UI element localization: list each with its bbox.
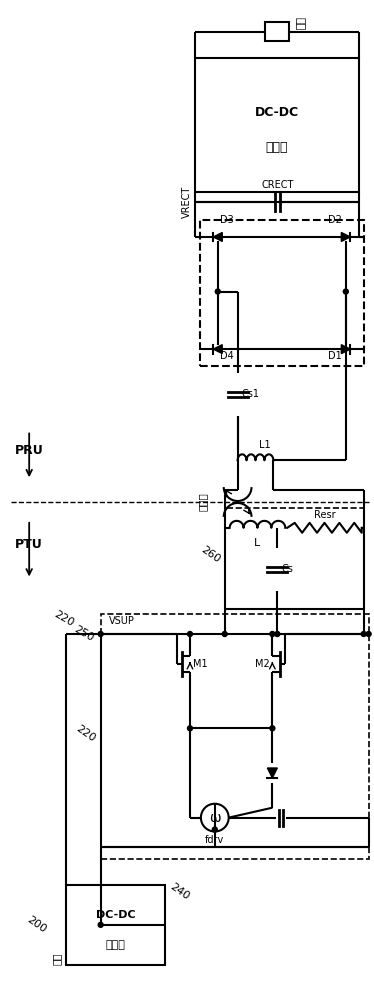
Text: PTU: PTU <box>15 538 43 551</box>
Circle shape <box>343 289 348 294</box>
Text: 220: 220 <box>74 723 96 743</box>
Text: DC-DC: DC-DC <box>255 106 299 119</box>
Text: D4: D4 <box>220 351 233 361</box>
Text: 磁共振: 磁共振 <box>198 493 208 511</box>
Text: Cs1: Cs1 <box>242 389 260 399</box>
Bar <box>66 885 165 965</box>
Polygon shape <box>341 233 350 241</box>
Bar <box>200 220 364 366</box>
Text: D1: D1 <box>328 351 342 361</box>
Text: L1: L1 <box>260 440 271 450</box>
Text: 240: 240 <box>168 882 191 902</box>
Text: PRU: PRU <box>15 444 43 457</box>
Bar <box>266 22 289 41</box>
Text: fdrv: fdrv <box>205 835 224 845</box>
Circle shape <box>275 632 280 636</box>
Text: DC-DC: DC-DC <box>96 910 135 920</box>
Text: M1: M1 <box>193 659 208 669</box>
Circle shape <box>98 632 103 636</box>
Bar <box>195 58 359 192</box>
Text: Resr: Resr <box>314 510 335 520</box>
Text: D2: D2 <box>328 215 342 225</box>
Polygon shape <box>213 233 222 241</box>
Circle shape <box>270 726 275 731</box>
Circle shape <box>366 632 371 636</box>
Circle shape <box>212 827 217 832</box>
Text: VSUP: VSUP <box>108 616 135 626</box>
Circle shape <box>187 632 193 636</box>
Text: L: L <box>254 538 261 548</box>
Circle shape <box>98 922 103 927</box>
Text: Cs: Cs <box>281 564 293 574</box>
Text: VRECT: VRECT <box>182 186 192 218</box>
Bar <box>225 508 364 609</box>
Text: CRECT: CRECT <box>261 180 294 190</box>
Text: 电源: 电源 <box>52 952 62 965</box>
Text: 负载: 负载 <box>294 17 304 30</box>
Circle shape <box>215 289 220 294</box>
Circle shape <box>361 632 366 636</box>
Text: 转换器: 转换器 <box>105 940 125 950</box>
Text: D3: D3 <box>220 215 233 225</box>
Text: 260: 260 <box>199 544 222 565</box>
Text: 220: 220 <box>52 609 76 629</box>
Bar <box>101 614 369 859</box>
Circle shape <box>270 632 275 636</box>
Text: ω: ω <box>209 811 221 825</box>
Text: 转换器: 转换器 <box>266 141 288 154</box>
Polygon shape <box>341 345 350 354</box>
Polygon shape <box>267 768 278 778</box>
Text: M2: M2 <box>255 659 269 669</box>
Text: 200: 200 <box>25 915 48 935</box>
Polygon shape <box>213 345 222 354</box>
Circle shape <box>222 632 227 636</box>
Circle shape <box>187 726 193 731</box>
Text: 250: 250 <box>73 624 96 644</box>
